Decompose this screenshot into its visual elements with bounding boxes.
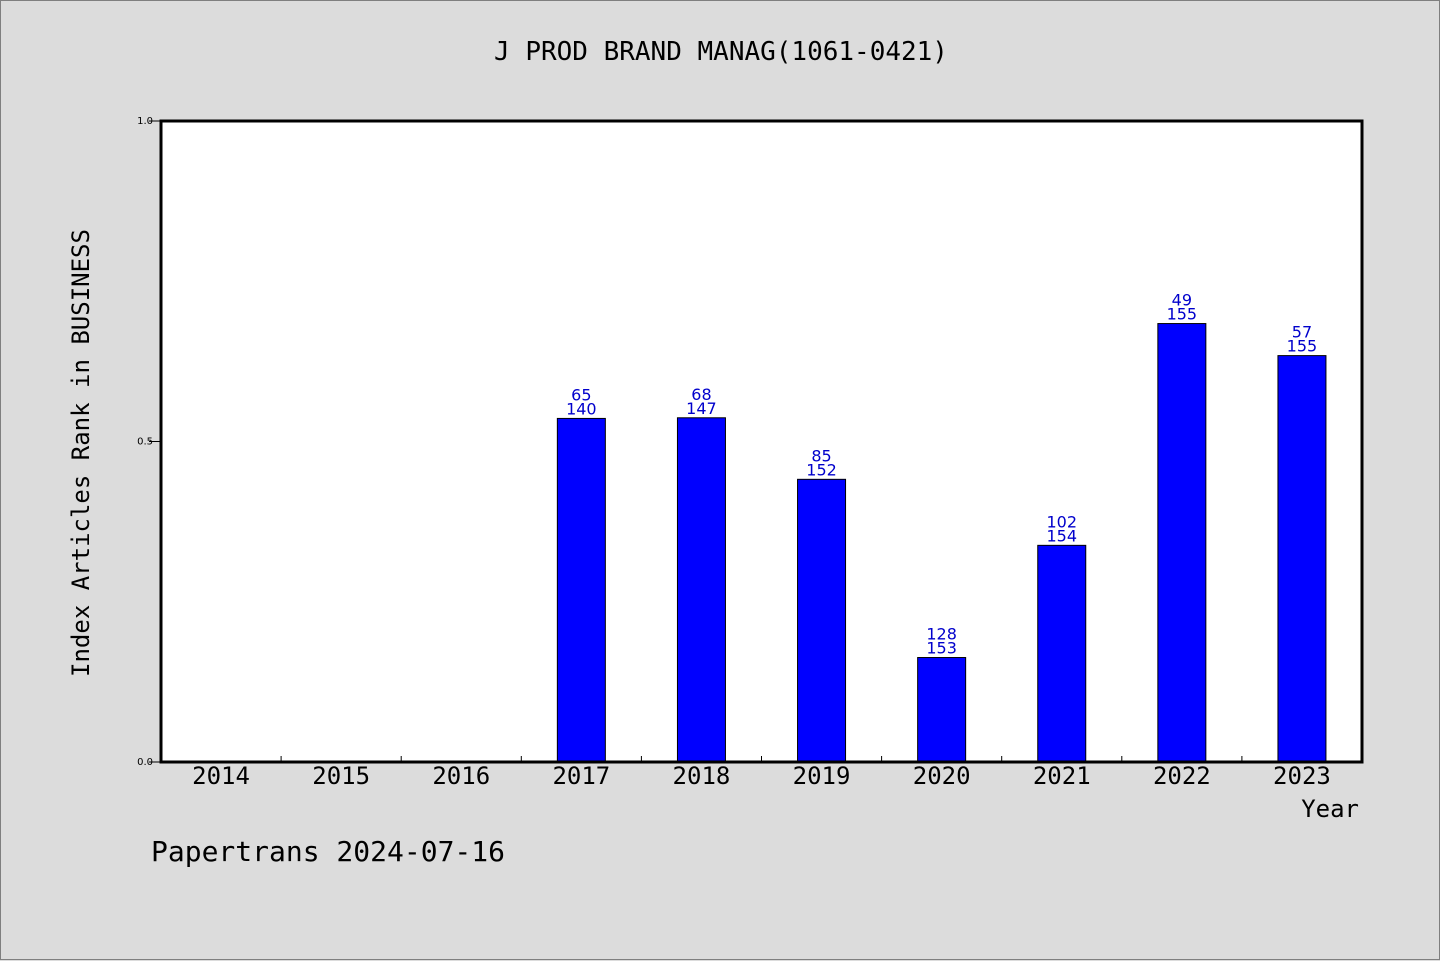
footer-credit: Papertrans 2024-07-16: [151, 835, 506, 868]
y-tick-label: 0.0: [137, 757, 153, 768]
bar: [676, 417, 726, 763]
y-tick-label: 0.5: [137, 437, 153, 448]
bar-rank-label: 57: [1292, 323, 1312, 342]
x-tick-label: 2021: [1033, 762, 1091, 790]
bar: [556, 417, 606, 763]
bar-total-label: 140: [566, 399, 597, 418]
plot-border: [159, 119, 1364, 764]
x-tick-label: 2022: [1153, 762, 1211, 790]
x-tick-label: 2017: [552, 762, 610, 790]
bar-rank-label: 85: [811, 446, 831, 465]
x-tick-label: 2016: [432, 762, 490, 790]
bar-total-label: 152: [806, 460, 837, 479]
bar: [1277, 355, 1327, 763]
bar-total-label: 153: [926, 639, 957, 658]
bar-rank-label: 102: [1046, 512, 1077, 531]
bar: [1157, 323, 1207, 763]
x-tick-label: 2015: [312, 762, 370, 790]
bar-rank-label: 68: [691, 385, 711, 404]
chart-title: J PROD BRAND MANAG(1061-0421): [494, 37, 948, 67]
x-tick-label: 2019: [793, 762, 851, 790]
x-axis-label: Year: [1301, 795, 1359, 823]
bar-total-label: 155: [1287, 337, 1318, 356]
x-tick-label: 2020: [913, 762, 971, 790]
bar-rank-label: 65: [571, 385, 591, 404]
bar-total-label: 147: [686, 399, 717, 418]
bar: [797, 478, 847, 763]
bar-rank-label: 128: [926, 625, 957, 644]
bar-total-label: 154: [1046, 526, 1077, 545]
x-tick-label: 2014: [192, 762, 250, 790]
bar-rank-label: 49: [1172, 291, 1192, 310]
y-tick-label: 1.0: [137, 116, 153, 127]
bar: [917, 657, 967, 763]
bar-total-label: 155: [1167, 305, 1198, 324]
x-tick-label: 2023: [1273, 762, 1331, 790]
x-tick-label: 2018: [673, 762, 731, 790]
bar: [1037, 544, 1087, 763]
